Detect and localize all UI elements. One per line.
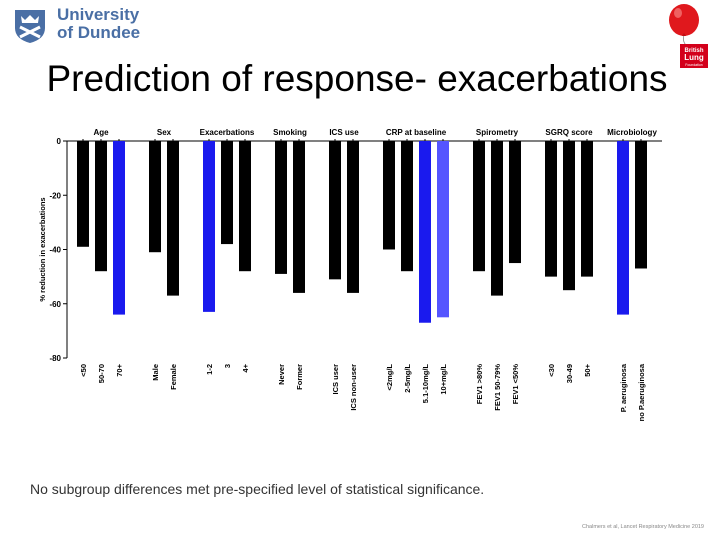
x-category-label: Never [277, 364, 286, 385]
blf-logo-line1: British [684, 48, 703, 54]
slide-title: Prediction of response- exacerbations [46, 58, 668, 99]
y-tick-label: -20 [49, 191, 61, 200]
blf-logo-line2: Lung [684, 53, 704, 62]
bar-4- [239, 141, 251, 272]
y-axis-label: % reduction in exacerbations [38, 197, 47, 301]
bar-50-70 [95, 141, 107, 272]
bar-ics-non-user [347, 141, 359, 293]
x-category-label: 50-70 [97, 364, 106, 383]
x-category-label: <50 [79, 364, 88, 377]
y-tick-label: 0 [57, 137, 62, 146]
bar--30 [545, 141, 557, 277]
group-label: SGRQ score [545, 128, 593, 137]
bar-10-mg-l [437, 141, 449, 318]
bar-30-49 [563, 141, 575, 291]
bar-ics-user [329, 141, 341, 280]
x-category-label: ICS user [331, 364, 340, 395]
bar-1-2 [203, 141, 215, 312]
x-category-label: FEV1 <50% [511, 364, 520, 405]
x-category-label: 2-5mg/L [403, 364, 412, 393]
x-category-label: 10+mg/L [439, 364, 448, 395]
bar--2mg-l [383, 141, 395, 250]
bar-no-p-aeruginosa [635, 141, 647, 269]
university-name-line1: University [57, 5, 140, 24]
group-label: Spirometry [476, 128, 519, 137]
x-category-label: 30-49 [565, 364, 574, 383]
bar-p-aeruginosa [617, 141, 629, 315]
y-tick-label: -40 [49, 246, 61, 255]
bar-former [293, 141, 305, 293]
bar-fev1-50-79- [491, 141, 503, 296]
x-category-label: 4+ [241, 363, 250, 372]
x-category-label: Former [295, 364, 304, 390]
group-label: Microbiology [607, 128, 657, 137]
x-category-label: FEV1 50-79% [493, 364, 502, 411]
group-label: Age [93, 128, 109, 137]
bar-never [275, 141, 287, 274]
bar-male [149, 141, 161, 253]
x-category-label: P. aeruginosa [619, 363, 628, 412]
british-lung-foundation-logo: British Lung Foundation [669, 4, 708, 68]
bar-fev1-80- [473, 141, 485, 272]
group-label: Smoking [273, 128, 307, 137]
university-name-line2: of Dundee [57, 23, 141, 42]
x-category-label: 3 [223, 364, 232, 368]
bar-3 [221, 141, 233, 245]
blf-logo-line3: Foundation [685, 63, 703, 67]
group-label: ICS use [329, 128, 359, 137]
dundee-crest-icon [15, 10, 45, 43]
x-category-label: <30 [547, 364, 556, 377]
x-category-label: FEV1 >80% [475, 364, 484, 405]
x-category-label: Female [169, 364, 178, 390]
bar-2-5mg-l [401, 141, 413, 272]
bar-50- [581, 141, 593, 277]
bar-5-1-10mg-l [419, 141, 431, 323]
group-label: Exacerbations [200, 128, 255, 137]
university-of-dundee-logo: University of Dundee [13, 6, 143, 46]
bar-fev1-50- [509, 141, 521, 264]
group-label: CRP at baseline [386, 128, 447, 137]
group-label: Sex [157, 128, 172, 137]
bar-70- [113, 141, 125, 315]
bar--50 [77, 141, 89, 247]
x-category-label: Male [151, 364, 160, 381]
red-balloon-icon [669, 4, 699, 36]
x-category-label: 1-2 [205, 364, 214, 375]
significance-footnote: No subgroup differences met pre-specifie… [30, 481, 485, 497]
university-name: University of Dundee [57, 6, 140, 42]
x-category-label: 5.1-10mg/L [421, 364, 430, 404]
y-tick-label: -60 [49, 300, 61, 309]
bar-female [167, 141, 179, 296]
x-category-label: ICS non-user [349, 364, 358, 411]
x-category-label: no P.aeruginosa [637, 363, 646, 421]
x-category-label: 70+ [115, 363, 124, 376]
x-category-label: 50+ [583, 363, 592, 376]
citation: Chalmers et al, Lancet Respiratory Medic… [582, 524, 704, 530]
y-tick-label: -80 [49, 354, 61, 363]
x-category-label: <2mg/L [385, 364, 394, 391]
exacerbation-reduction-bar-chart: 0 -20 -40 -60 -80 % reduction in exacerbation… [38, 128, 662, 421]
